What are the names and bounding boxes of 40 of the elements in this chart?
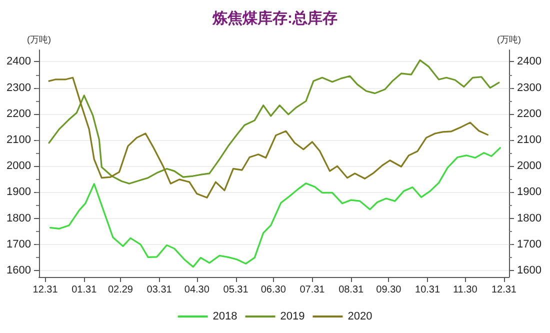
y2-tick-label: 2100 bbox=[517, 134, 542, 146]
y-tick-label: 1700 bbox=[6, 238, 31, 250]
x-tick-label: 04.30 bbox=[184, 284, 210, 296]
y2-tick-label: 1900 bbox=[517, 186, 542, 198]
y-tick-label: 2400 bbox=[6, 56, 31, 68]
x-tick-label: 02.29 bbox=[108, 284, 134, 296]
legend-label: 2018 bbox=[212, 310, 238, 322]
x-tick-label: 05.31 bbox=[223, 284, 249, 296]
y-tick-label: 1900 bbox=[6, 186, 31, 198]
legend-label: 2019 bbox=[280, 310, 305, 322]
legend-label: 2020 bbox=[348, 310, 372, 322]
y2-tick-label: 2300 bbox=[517, 82, 542, 94]
x-tick-label: 12.31 bbox=[491, 284, 517, 296]
y2-tick-label: 1600 bbox=[517, 264, 542, 276]
y2-tick-label: 2400 bbox=[517, 56, 542, 68]
x-tick-label: 12.31 bbox=[32, 284, 58, 296]
y2-tick-label: 2200 bbox=[517, 108, 542, 120]
x-tick-label: 08.31 bbox=[338, 284, 364, 296]
x-tick-label: 11.30 bbox=[452, 284, 478, 296]
chart-title: 炼焦煤库存:总库存 bbox=[212, 9, 338, 27]
y-tick-label: 1600 bbox=[6, 264, 31, 276]
line-series bbox=[48, 76, 488, 198]
x-tick-label: 03.31 bbox=[146, 284, 172, 296]
line-series bbox=[48, 59, 500, 184]
y2-axis-title: (万吨) bbox=[497, 34, 521, 44]
y-axis-title: (万吨) bbox=[27, 34, 51, 44]
x-tick-label: 09.30 bbox=[376, 284, 402, 296]
y-tick-label: 2100 bbox=[6, 134, 31, 146]
y-tick-label: 1800 bbox=[6, 212, 31, 224]
y2-tick-label: 1800 bbox=[517, 212, 542, 224]
y2-tick-label: 2000 bbox=[517, 160, 542, 172]
line-series bbox=[49, 147, 502, 268]
x-tick-label: 07.31 bbox=[300, 284, 326, 296]
y-tick-label: 2200 bbox=[6, 108, 31, 120]
y-tick-label: 2000 bbox=[6, 160, 31, 172]
y2-tick-label: 1700 bbox=[517, 238, 542, 250]
x-tick-label: 10.31 bbox=[415, 284, 440, 296]
x-tick-label: 06.30 bbox=[260, 284, 286, 296]
x-tick-label: 01.31 bbox=[72, 284, 98, 296]
y-tick-label: 2300 bbox=[6, 82, 31, 94]
